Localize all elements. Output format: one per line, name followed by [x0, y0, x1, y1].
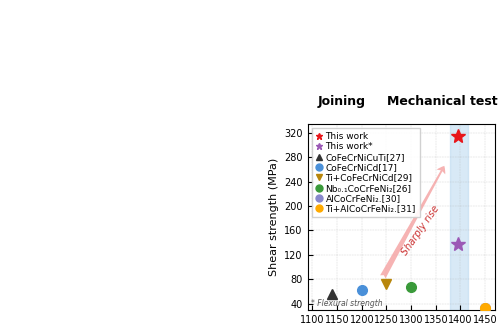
Legend: This work, This work*, CoFeCrNiCuTi[27], CoFeCrNiCd[17], Ti+CoFeCrNiCd[29], Nb₀.: This work, This work*, CoFeCrNiCuTi[27],… — [312, 128, 420, 217]
Text: Joining: Joining — [318, 95, 365, 108]
Text: Mechanical test: Mechanical test — [387, 95, 498, 108]
Text: Sharply rise: Sharply rise — [400, 204, 442, 257]
Y-axis label: Shear strength (MPa): Shear strength (MPa) — [268, 158, 278, 276]
Bar — [450, 124, 468, 310]
Text: * Flexural strength: * Flexural strength — [311, 299, 383, 308]
